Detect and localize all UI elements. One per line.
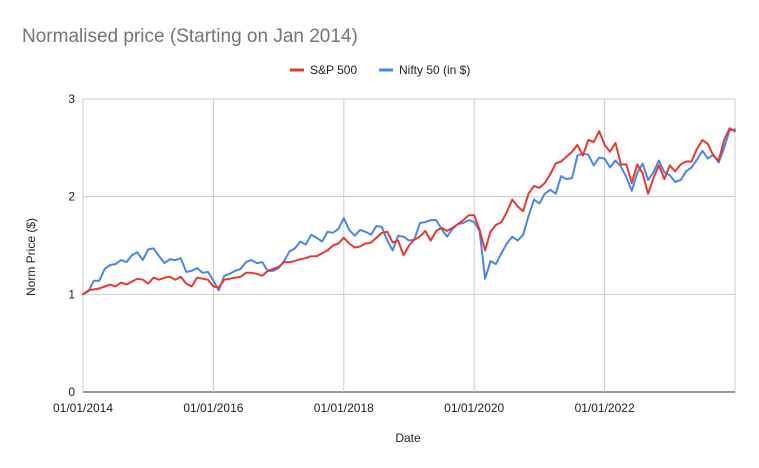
x-tick-label: 01/01/2016: [183, 401, 243, 415]
y-axis-ticks: 0 1 2 3: [68, 92, 75, 399]
chart-title: Normalised price (Starting on Jan 2014): [22, 26, 358, 47]
gridlines: [82, 98, 736, 393]
x-tick-label: 01/01/2020: [444, 401, 504, 415]
x-axis-title: Date: [395, 431, 421, 445]
legend-item-sp500[interactable]: S&P 500: [290, 63, 357, 77]
y-axis-title: Norm Price ($): [24, 218, 38, 296]
x-tick-label: 01/01/2022: [575, 401, 635, 415]
x-tick-label: 01/01/2018: [314, 401, 374, 415]
y-tick-label: 2: [68, 190, 75, 204]
y-tick-label: 3: [68, 92, 75, 106]
series-layer: [82, 127, 736, 296]
x-axis-ticks: 01/01/2014 01/01/2016 01/01/2018 01/01/2020…: [53, 401, 635, 415]
legend-label-nifty50: Nifty 50 (in $): [399, 63, 470, 77]
series-line-nifty50: [82, 128, 736, 296]
y-tick-label: 0: [68, 385, 75, 399]
x-tick-label: 01/01/2014: [53, 401, 113, 415]
legend-label-sp500: S&P 500: [310, 63, 357, 77]
series-line-sp500: [82, 127, 736, 296]
legend: S&P 500 Nifty 50 (in $): [290, 63, 470, 77]
y-tick-label: 1: [68, 287, 75, 301]
legend-item-nifty50[interactable]: Nifty 50 (in $): [379, 63, 470, 77]
